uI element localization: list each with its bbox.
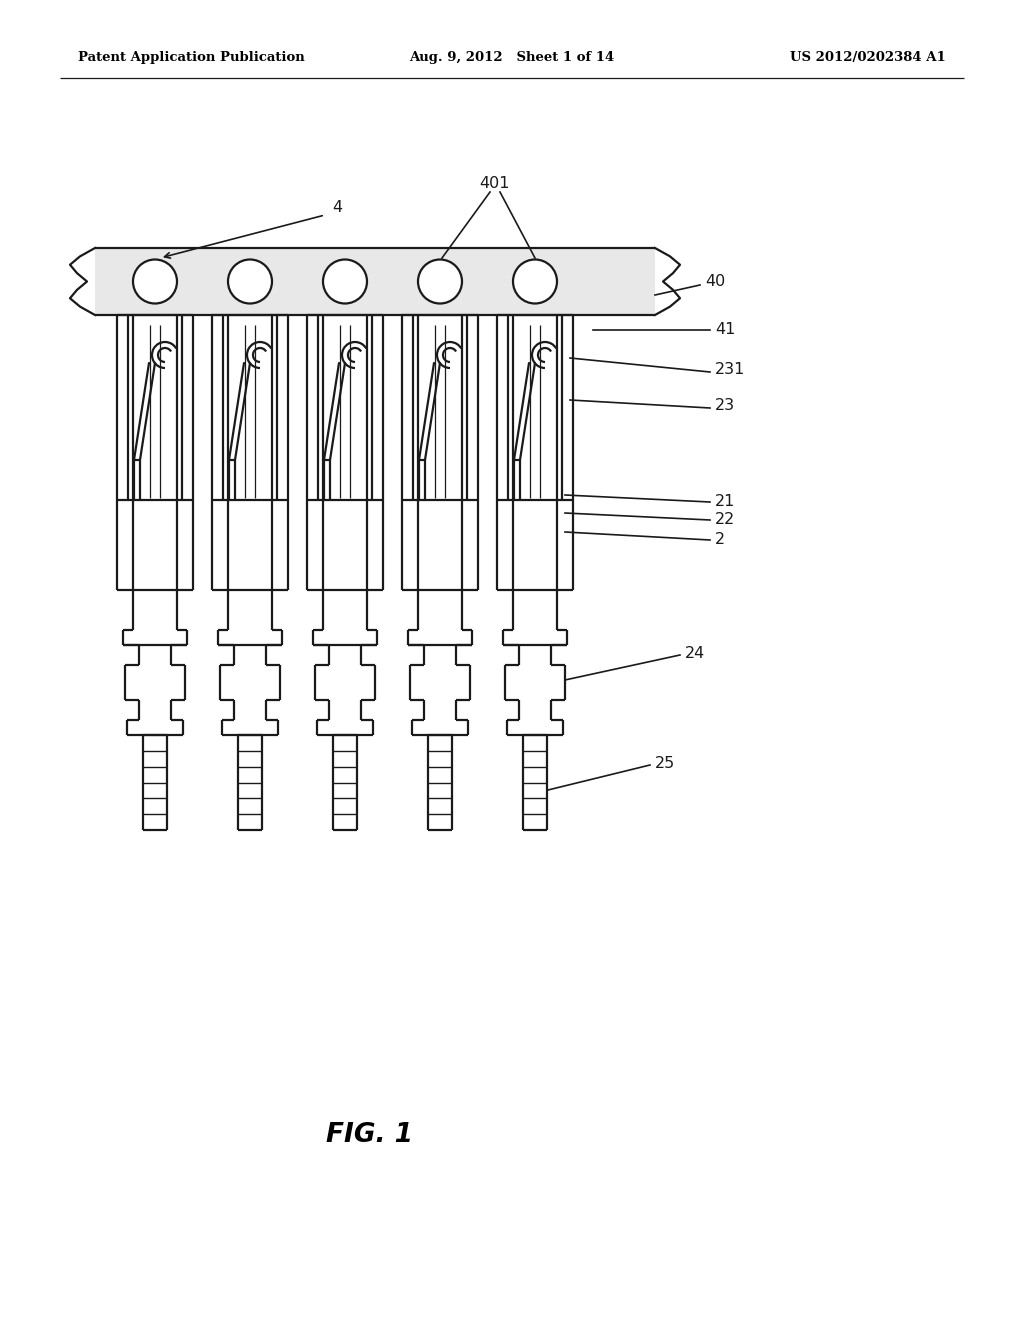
- Text: 40: 40: [705, 275, 725, 289]
- Text: 231: 231: [715, 363, 745, 378]
- Text: 22: 22: [715, 512, 735, 528]
- Text: 401: 401: [480, 176, 510, 190]
- Text: Aug. 9, 2012   Sheet 1 of 14: Aug. 9, 2012 Sheet 1 of 14: [410, 51, 614, 65]
- Circle shape: [418, 260, 462, 304]
- Circle shape: [133, 260, 177, 304]
- Circle shape: [323, 260, 367, 304]
- Text: 25: 25: [655, 755, 675, 771]
- Text: 41: 41: [715, 322, 735, 338]
- Circle shape: [228, 260, 272, 304]
- Text: Patent Application Publication: Patent Application Publication: [78, 51, 305, 65]
- Circle shape: [513, 260, 557, 304]
- Text: 4: 4: [332, 199, 342, 214]
- Text: 24: 24: [685, 645, 706, 660]
- Text: 23: 23: [715, 399, 735, 413]
- Text: FIG. 1: FIG. 1: [327, 1122, 414, 1148]
- Bar: [95, 248, 655, 315]
- Text: 2: 2: [715, 532, 725, 548]
- Text: US 2012/0202384 A1: US 2012/0202384 A1: [791, 51, 946, 65]
- Text: 21: 21: [715, 495, 735, 510]
